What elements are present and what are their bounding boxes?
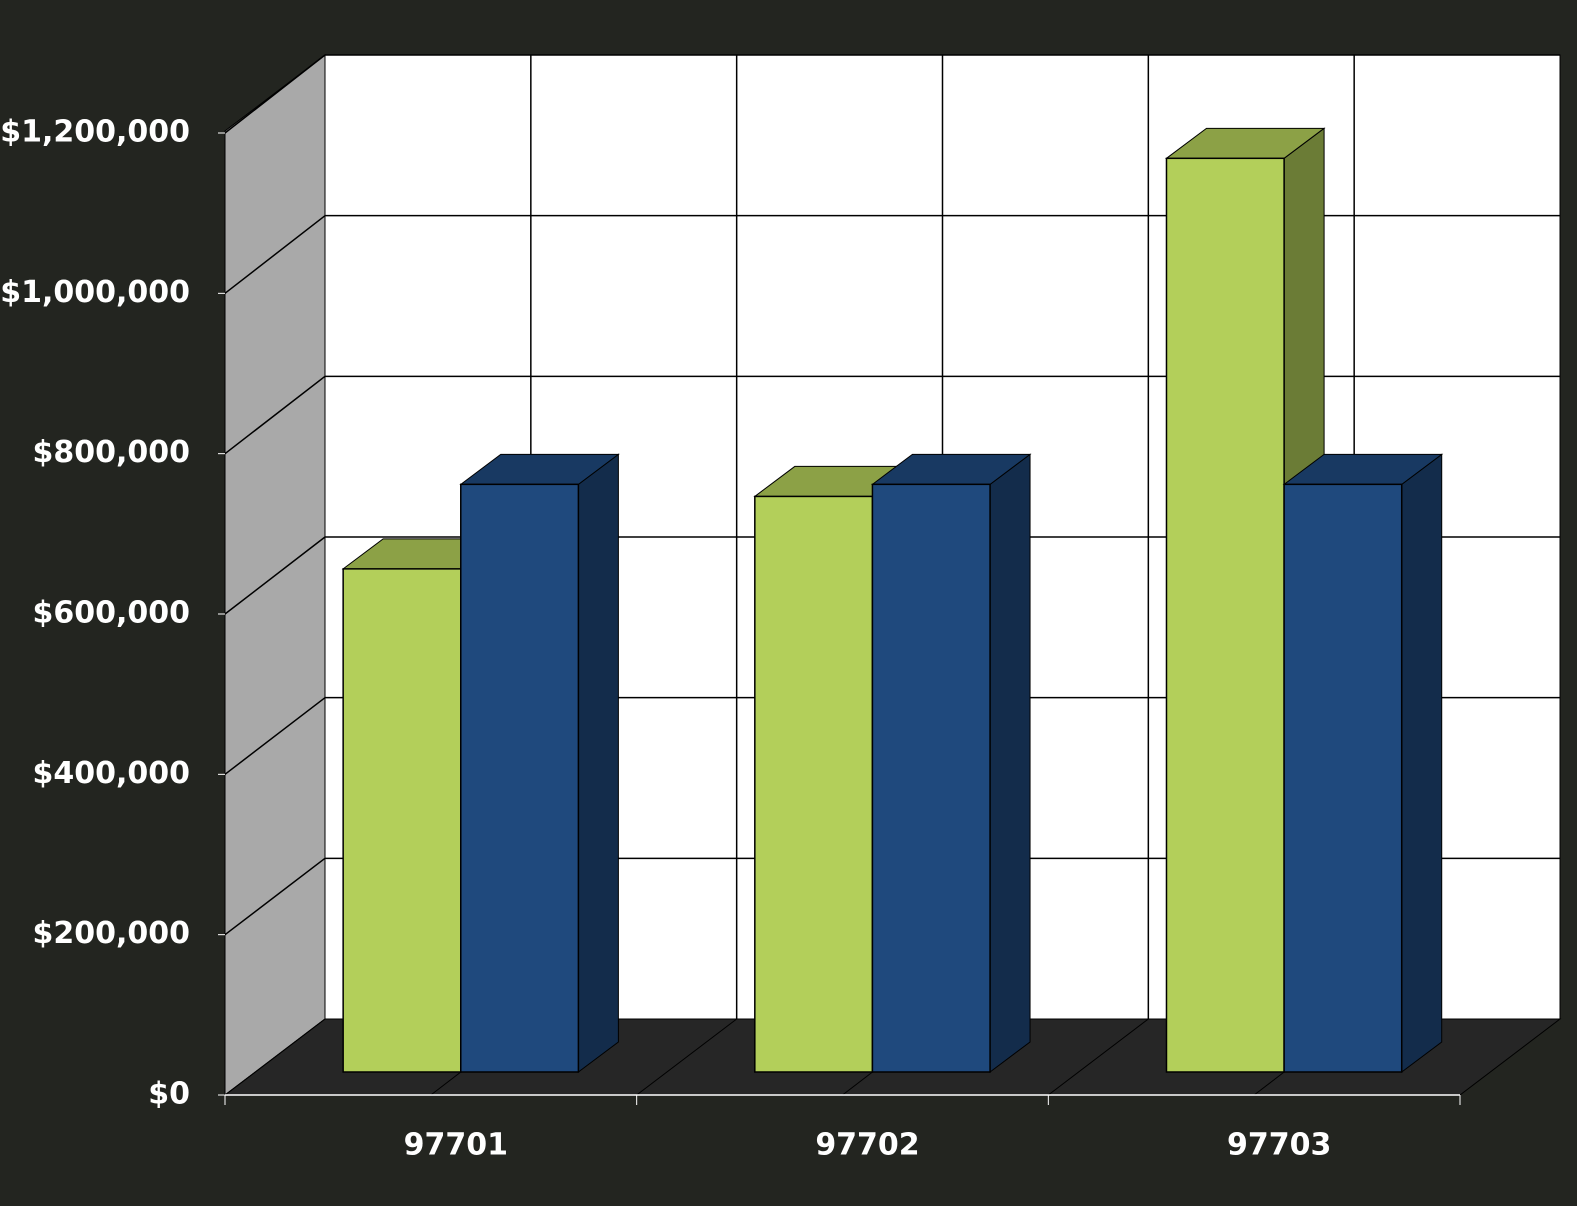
- bar: [1165, 157, 1285, 1073]
- y-tick-label: $1,200,000: [0, 115, 190, 150]
- bar-side: [989, 453, 1031, 1073]
- floor-line: [842, 1071, 873, 1096]
- x-tick-label: 97701: [404, 1128, 508, 1163]
- y-tick-label: $800,000: [32, 435, 190, 470]
- grid-line: [224, 375, 326, 455]
- floor-line: [430, 1071, 462, 1096]
- floor-line: [1253, 1071, 1285, 1096]
- floor-line: [1048, 1018, 1149, 1096]
- bar: [754, 495, 874, 1073]
- bar: [871, 483, 991, 1073]
- floor-line: [224, 1018, 326, 1096]
- y-tick-label: $400,000: [32, 756, 190, 791]
- bar: [1283, 483, 1403, 1073]
- y-tick-label: $1,000,000: [0, 275, 190, 310]
- bar: [342, 568, 462, 1073]
- floor-line: [636, 1018, 737, 1096]
- y-tick-label: $200,000: [32, 916, 190, 951]
- bar-side: [577, 453, 619, 1073]
- y-tick-label: $600,000: [32, 596, 190, 631]
- x-tick-label: 97703: [1227, 1128, 1331, 1163]
- bar: [460, 483, 580, 1073]
- grid-line: [224, 215, 326, 294]
- grid-line: [224, 54, 326, 134]
- x-tick-label: 97702: [815, 1128, 919, 1163]
- bars: [341, 127, 1444, 1073]
- grid-line: [224, 536, 326, 615]
- grid-line: [224, 857, 326, 936]
- y-tick-label: $0: [148, 1077, 190, 1112]
- grid-line: [224, 697, 326, 775]
- bar-side: [1401, 453, 1443, 1073]
